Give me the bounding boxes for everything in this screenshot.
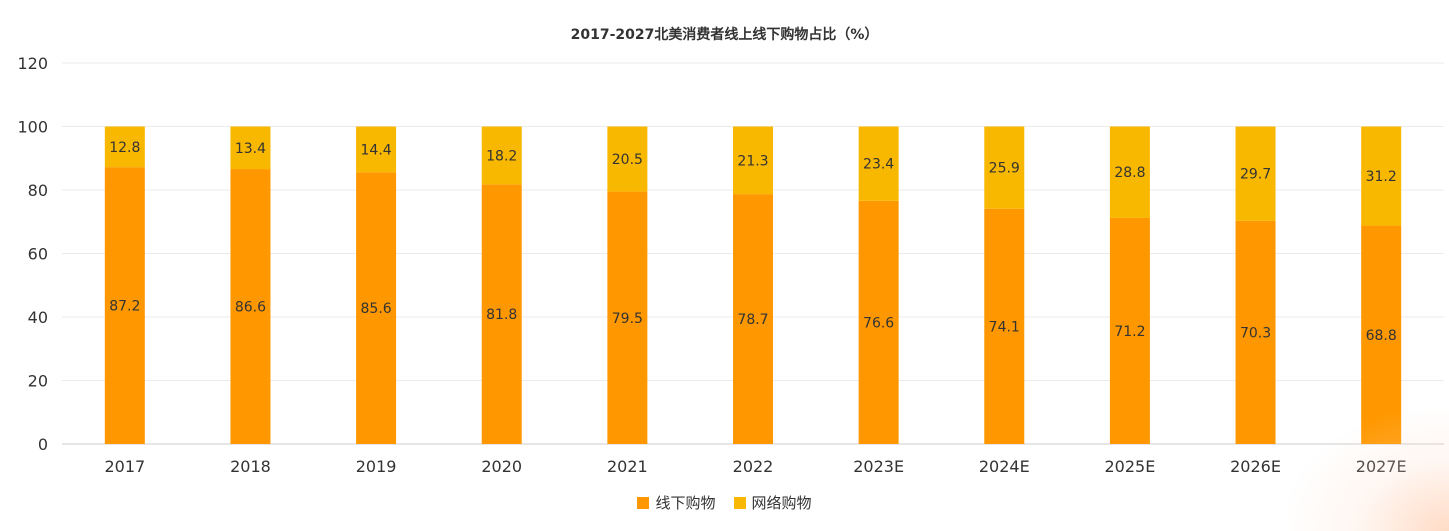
bar-offline: [1361, 225, 1402, 444]
x-tick-label: 2021: [607, 457, 648, 476]
data-label: 76.6: [863, 315, 894, 331]
legend-item[interactable]: 网络购物: [733, 492, 812, 513]
data-label: 12.8: [109, 140, 140, 156]
data-labels: 87.2 12.8 86.6 13.4 85.6 14.4 81.8 18.2 79.5 20.5…: [109, 140, 1397, 344]
data-label: 21.3: [737, 153, 768, 169]
chart-title: 2017-2027北美消费者线上线下购物占比（%）: [570, 27, 879, 43]
bar-online: [858, 126, 899, 201]
bar-offline: [984, 208, 1025, 444]
legend-swatch: [637, 496, 650, 509]
bar-online: [230, 126, 271, 170]
bar-online: [356, 126, 397, 173]
legend: 线下购物 网络购物: [0, 492, 1449, 513]
data-label: 25.9: [989, 161, 1020, 177]
y-tick-label: 40: [28, 308, 48, 327]
x-tick-label: 2022: [733, 457, 774, 476]
legend-swatch: [733, 496, 746, 509]
legend-item[interactable]: 线下购物: [637, 492, 716, 513]
y-tick-label: 100: [17, 118, 48, 137]
data-label: 81.8: [486, 307, 517, 323]
bar-online: [984, 126, 1025, 209]
x-axis-ticks: 2017 2018 2019 2020 2021 2022 2023E 2024E 2025E 2…: [104, 457, 1406, 476]
bar-online: [481, 126, 522, 185]
bar-offline: [356, 172, 397, 444]
bar-offline: [858, 200, 899, 444]
data-label: 28.8: [1114, 165, 1145, 181]
x-tick-label: 2019: [356, 457, 397, 476]
bar-online: [104, 126, 145, 168]
y-tick-label: 80: [28, 181, 48, 200]
y-tick-label: 20: [28, 372, 48, 391]
bar-offline: [1235, 220, 1276, 444]
data-label: 85.6: [361, 301, 392, 317]
bar-offline: [1109, 217, 1150, 444]
y-tick-label: 120: [17, 54, 48, 73]
data-label: 68.8: [1366, 328, 1397, 344]
bar-online: [1235, 126, 1276, 221]
bars: [104, 126, 1402, 445]
data-label: 18.2: [486, 148, 517, 164]
data-label: 31.2: [1366, 169, 1397, 185]
x-tick-label: 2020: [481, 457, 522, 476]
data-label: 20.5: [612, 152, 643, 168]
data-label: 78.7: [737, 312, 768, 328]
bar-online: [607, 126, 648, 192]
x-tick-label: 2024E: [979, 457, 1030, 476]
data-label: 13.4: [235, 141, 266, 157]
data-label: 79.5: [612, 311, 643, 327]
data-label: 87.2: [109, 299, 140, 315]
bar-online: [733, 126, 773, 195]
bar-online: [1361, 126, 1402, 226]
y-axis-ticks: 0 20 40 60 80 100 120: [17, 54, 48, 454]
y-tick-label: 0: [38, 435, 48, 454]
x-tick-label: 2026E: [1230, 457, 1281, 476]
bar-online: [1109, 126, 1150, 218]
legend-label: 网络购物: [751, 494, 812, 512]
x-tick-label: 2027E: [1356, 457, 1407, 476]
data-label: 71.2: [1114, 324, 1145, 340]
legend-label: 线下购物: [655, 494, 716, 512]
bar-offline: [733, 194, 773, 444]
x-tick-label: 2025E: [1104, 457, 1155, 476]
bar-offline: [230, 169, 271, 445]
data-label: 14.4: [361, 142, 392, 158]
x-tick-label: 2017: [104, 457, 145, 476]
data-label: 70.3: [1240, 325, 1271, 341]
bar-offline: [481, 184, 522, 444]
bar-offline: [607, 191, 648, 444]
data-label: 74.1: [989, 319, 1020, 335]
data-label: 29.7: [1240, 167, 1271, 183]
bar-offline: [104, 167, 145, 444]
x-tick-label: 2018: [230, 457, 271, 476]
x-tick-label: 2023E: [853, 457, 904, 476]
data-label: 86.6: [235, 300, 266, 316]
data-label: 23.4: [863, 157, 894, 173]
y-tick-label: 60: [28, 245, 48, 264]
